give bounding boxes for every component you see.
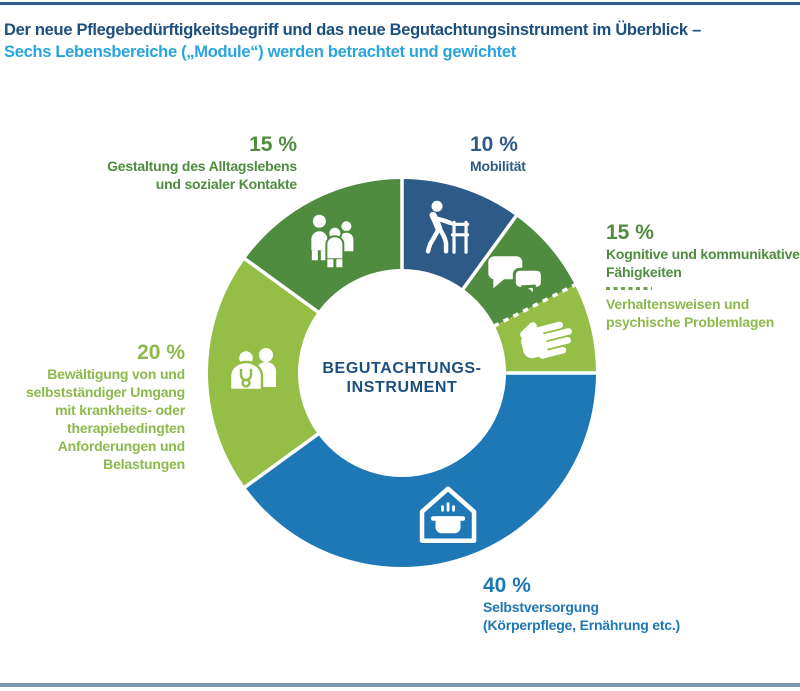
label-line: Verhaltensweisen und	[606, 296, 750, 312]
house-cooking-pot-icon	[419, 486, 477, 543]
page-title-line2: Sechs Lebensbereiche („Module“) werden b…	[4, 43, 516, 61]
label-line: Mobilität	[470, 158, 526, 174]
label-line: Kognitive und kommunikative	[606, 246, 800, 262]
segment-selbstversorgung	[245, 373, 597, 568]
donut-center-label: BEGUTACHTUNGS- INSTRUMENT	[292, 359, 512, 397]
segment-divider-solid	[461, 214, 519, 291]
label-line: psychische Problemlagen	[606, 314, 775, 330]
label-line: Bewältigung von und	[47, 366, 185, 382]
label-line: mit krankheits- oder	[55, 402, 185, 418]
percent-value: 10 %	[470, 133, 518, 156]
label-line: Anforderungen und	[57, 438, 185, 454]
label-line: Gestaltung des Alltagslebens	[107, 158, 297, 174]
label-line: Fähigkeiten	[606, 264, 682, 280]
segment-divider-solid	[243, 256, 320, 314]
top-rule	[0, 2, 800, 5]
label-line: selbstständiger Umgang	[26, 384, 185, 400]
center-label-line1: BEGUTACHTUNGS-	[322, 360, 482, 377]
people-group-icon	[311, 214, 356, 268]
label-line: Belastungen	[103, 456, 185, 472]
person-with-walker-icon	[425, 200, 470, 254]
segment-label-selbstversorgung: 40 % Selbstversorgung (Körperpflege, Ern…	[483, 574, 680, 634]
percent-value: 15 %	[249, 133, 297, 156]
segment-label-gestaltung: 15 % Gestaltung des Alltagslebens und so…	[0, 133, 297, 193]
percent-value: 15 %	[606, 221, 654, 244]
segment-divider-solid	[243, 432, 320, 490]
percent-value: 40 %	[483, 574, 531, 597]
doctor-patient-icon	[228, 348, 276, 392]
percent-value: 20 %	[137, 341, 185, 364]
label-line: therapiebedingten	[67, 420, 185, 436]
speech-bubbles-icon	[488, 256, 544, 299]
page-title-line1: Der neue Pflegebedürftigkeitsbegriff und…	[4, 21, 701, 39]
segment-divider-dashed	[492, 282, 577, 328]
segment-label-mobilitaet: 10 % Mobilität	[470, 133, 526, 175]
label-line: und sozialer Kontakte	[155, 176, 297, 192]
segment-label-kognitiv: 15 % Kognitive und kommunikative Fähigke…	[606, 221, 800, 331]
dashed-divider	[606, 287, 652, 290]
label-line: (Körperpflege, Ernährung etc.)	[483, 617, 681, 633]
center-label-line2: INSTRUMENT	[346, 379, 458, 396]
label-line: Selbstversorgung	[483, 599, 599, 615]
bottom-rule	[0, 683, 800, 687]
segment-label-bewaeltigung: 20 % Bewältigung von und selbstständiger…	[0, 341, 185, 473]
hand-icon	[520, 321, 572, 359]
